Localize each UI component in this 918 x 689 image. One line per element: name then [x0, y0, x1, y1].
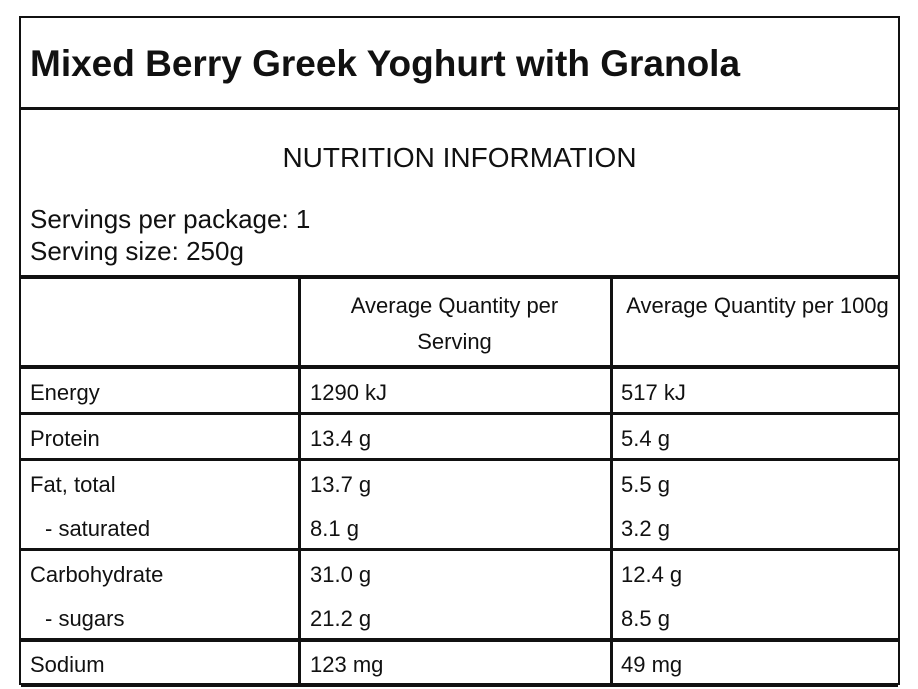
saturated-per-100g: 3.2 g: [621, 516, 670, 541]
row-label-sodium: Sodium: [30, 652, 105, 677]
servings-per-package: Servings per package: 1: [30, 204, 311, 234]
protein-per-serving: 13.4 g: [310, 426, 372, 451]
row-label-carbohydrate: Carbohydrate: [30, 562, 164, 587]
saturated-per-serving: 8.1 g: [310, 516, 359, 541]
energy-per-100g: 517 kJ: [621, 380, 686, 405]
sugars-per-serving: 21.2 g: [310, 606, 372, 631]
nutrition-panel: Mixed Berry Greek Yoghurt with Granola N…: [19, 16, 900, 687]
protein-per-100g: 5.4 g: [621, 426, 670, 451]
divider-sodium: [21, 683, 898, 687]
row-label-energy: Energy: [30, 380, 100, 405]
sugars-per-100g: 8.5 g: [621, 606, 670, 631]
info-section: NUTRITION INFORMATION Servings per packa…: [21, 110, 898, 277]
row-label-fat-total: Fat, total: [30, 472, 116, 497]
row-label-protein: Protein: [30, 426, 100, 451]
fat-total-per-serving: 13.7 g: [310, 472, 372, 497]
column-divider-1: [298, 279, 301, 687]
column-header-per-serving: Average Quantity per Serving: [350, 293, 559, 354]
fat-total-per-100g: 5.5 g: [621, 472, 670, 497]
energy-per-serving: 1290 kJ: [310, 380, 388, 405]
row-label-saturated: - saturated: [45, 516, 151, 541]
column-divider-2: [610, 279, 613, 687]
product-title: Mixed Berry Greek Yoghurt with Granola: [30, 43, 741, 84]
row-label-sugars: - sugars: [45, 606, 125, 631]
serving-size: Serving size: 250g: [30, 236, 244, 266]
nutrition-heading: NUTRITION INFORMATION: [282, 142, 637, 173]
divider-fat: [21, 548, 898, 551]
sodium-per-serving: 123 mg: [310, 652, 384, 677]
divider-energy: [21, 412, 898, 415]
divider-protein: [21, 458, 898, 461]
sodium-per-100g: 49 mg: [621, 652, 683, 677]
carbohydrate-per-100g: 12.4 g: [621, 562, 683, 587]
divider-header-top: [21, 275, 898, 279]
column-header-per-100g: Average Quantity per 100g: [626, 293, 889, 318]
carbohydrate-per-serving: 31.0 g: [310, 562, 372, 587]
divider-carbohydrate: [21, 638, 898, 642]
title-bar: Mixed Berry Greek Yoghurt with Granola: [21, 18, 898, 110]
divider-header-bottom: [21, 365, 898, 369]
